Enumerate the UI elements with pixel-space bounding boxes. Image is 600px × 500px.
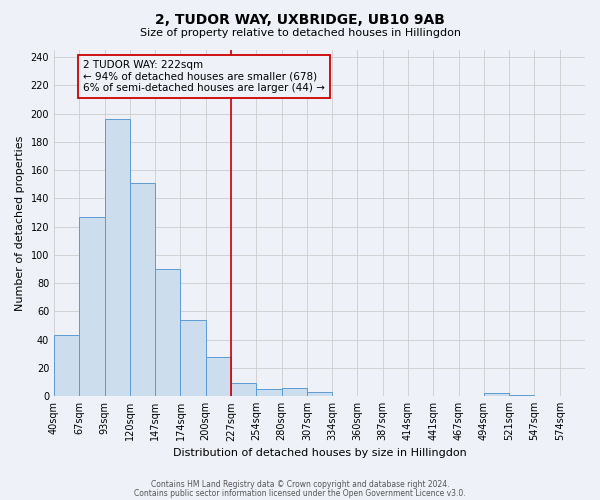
X-axis label: Distribution of detached houses by size in Hillingdon: Distribution of detached houses by size … <box>173 448 466 458</box>
Bar <box>509 395 535 396</box>
Bar <box>281 388 307 396</box>
Bar <box>79 216 104 396</box>
Bar <box>307 392 332 396</box>
Bar <box>206 356 231 396</box>
Text: 2 TUDOR WAY: 222sqm
← 94% of detached houses are smaller (678)
6% of semi-detach: 2 TUDOR WAY: 222sqm ← 94% of detached ho… <box>83 60 325 93</box>
Bar <box>130 183 155 396</box>
Bar <box>484 394 509 396</box>
Text: Size of property relative to detached houses in Hillingdon: Size of property relative to detached ho… <box>139 28 461 38</box>
Bar <box>54 336 79 396</box>
Bar <box>104 119 130 396</box>
Bar <box>256 389 281 396</box>
Text: 2, TUDOR WAY, UXBRIDGE, UB10 9AB: 2, TUDOR WAY, UXBRIDGE, UB10 9AB <box>155 12 445 26</box>
Bar <box>231 384 256 396</box>
Text: Contains public sector information licensed under the Open Government Licence v3: Contains public sector information licen… <box>134 489 466 498</box>
Text: Contains HM Land Registry data © Crown copyright and database right 2024.: Contains HM Land Registry data © Crown c… <box>151 480 449 489</box>
Bar <box>155 269 181 396</box>
Bar <box>181 320 206 396</box>
Y-axis label: Number of detached properties: Number of detached properties <box>15 136 25 311</box>
